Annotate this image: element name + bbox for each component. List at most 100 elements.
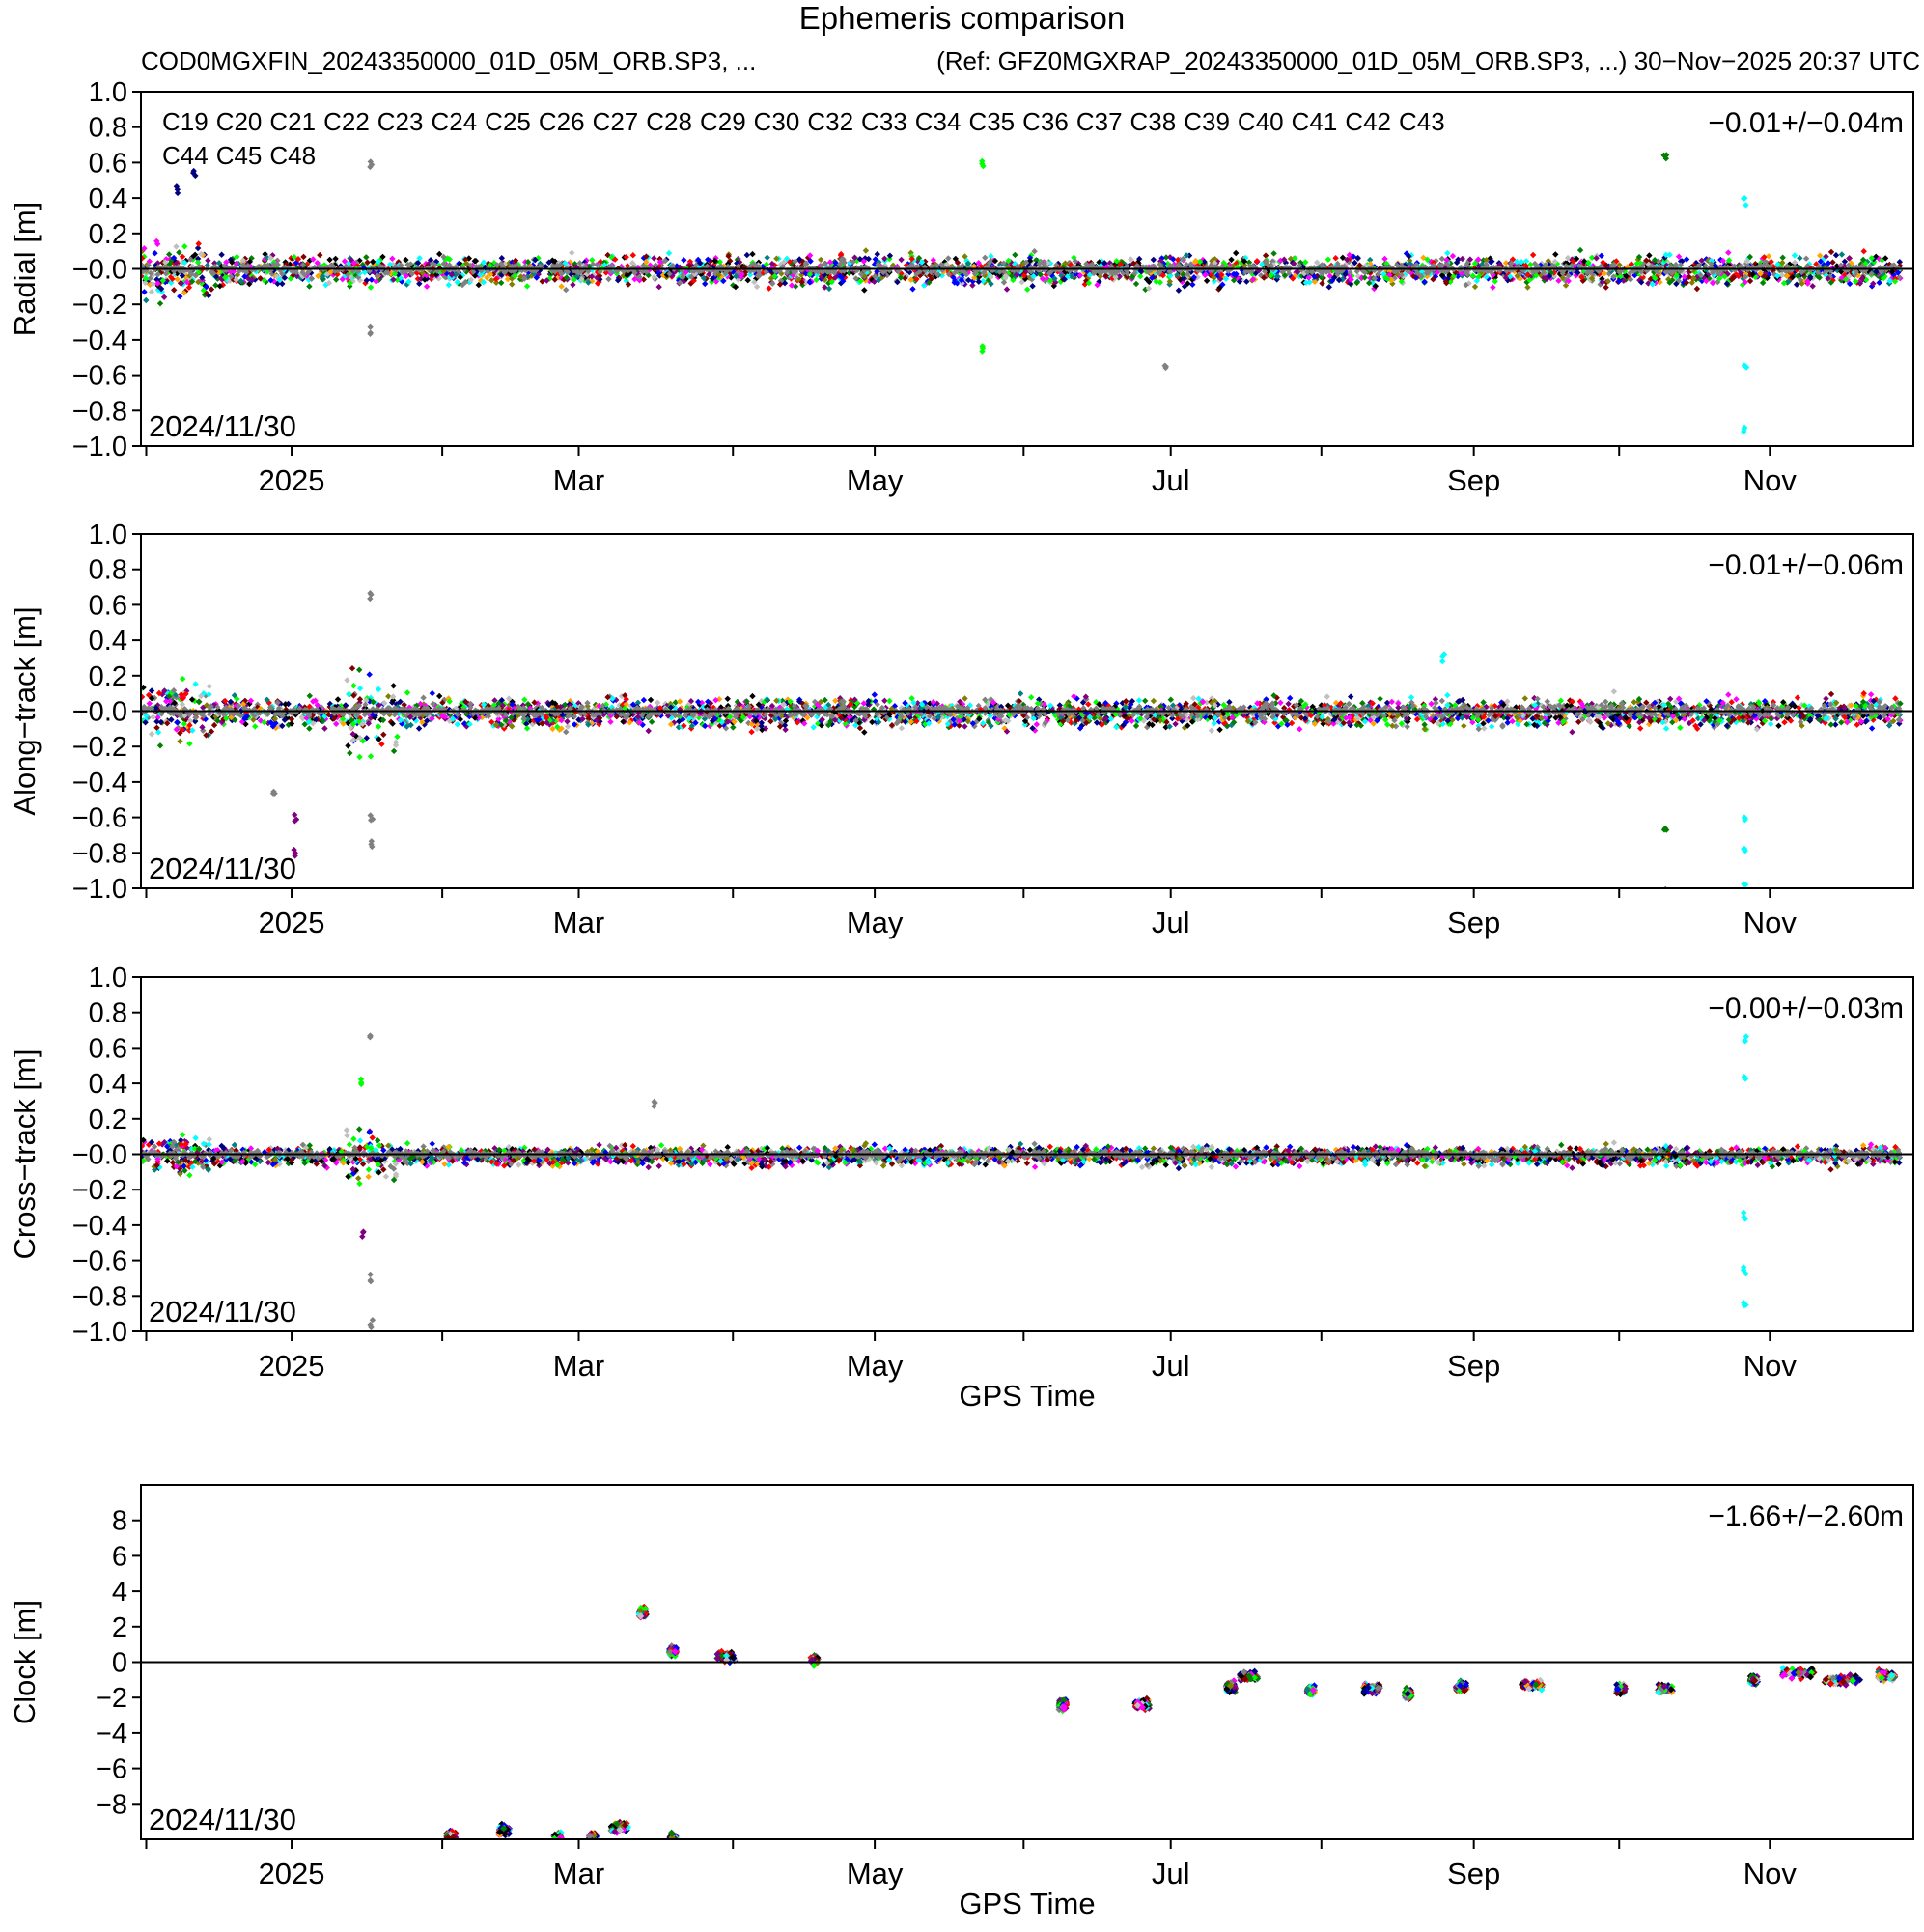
data-point	[1738, 269, 1744, 276]
data-point	[490, 722, 497, 729]
data-point	[332, 255, 339, 263]
data-point	[1564, 254, 1572, 262]
data-point	[1068, 262, 1074, 268]
data-point	[1407, 257, 1413, 264]
data-point	[1837, 262, 1844, 268]
data-point	[1859, 256, 1867, 264]
data-point	[612, 256, 619, 263]
data-point	[826, 259, 834, 266]
data-point	[818, 256, 824, 264]
data-point	[1166, 254, 1174, 261]
data-point	[1473, 277, 1480, 284]
data-point	[1817, 252, 1824, 259]
data-point	[792, 258, 798, 265]
data-point	[1454, 272, 1462, 280]
data-point	[229, 259, 236, 266]
x-tick-label: Mar	[553, 463, 604, 497]
data-point	[991, 257, 999, 265]
data-point	[1759, 279, 1767, 287]
data-point	[1784, 272, 1791, 279]
data-point	[1502, 260, 1510, 266]
data-point	[996, 268, 1003, 275]
x-tick-label: Sep	[1447, 463, 1500, 497]
data-point	[1565, 272, 1572, 279]
data-point	[1319, 270, 1325, 277]
data-point	[1778, 271, 1786, 279]
data-point	[1627, 276, 1634, 283]
data-point	[1406, 253, 1412, 260]
data-point	[1693, 285, 1701, 293]
data-point	[154, 271, 161, 278]
data-point	[1218, 271, 1225, 278]
data-point	[1498, 263, 1505, 269]
data-point	[1019, 261, 1027, 267]
data-point	[1789, 273, 1796, 281]
data-point	[1311, 278, 1319, 285]
data-point	[1697, 721, 1704, 728]
data-point	[1870, 716, 1877, 723]
data-point	[971, 270, 978, 277]
data-point	[1031, 248, 1038, 255]
data-point	[1302, 279, 1310, 286]
data-point	[1829, 259, 1836, 266]
data-point	[390, 276, 397, 283]
data-point	[555, 274, 563, 281]
data-point	[216, 283, 224, 290]
data-point	[996, 272, 1003, 279]
data-point	[375, 723, 382, 730]
data-point	[1062, 260, 1069, 266]
data-point	[921, 282, 928, 289]
data-point	[218, 251, 225, 258]
data-point	[544, 277, 550, 284]
data-point	[1708, 261, 1715, 267]
data-point	[523, 283, 531, 290]
data-point	[1873, 268, 1880, 275]
data-point	[730, 282, 737, 289]
data-point	[558, 283, 565, 290]
data-point	[1353, 268, 1360, 275]
data-point	[752, 262, 759, 268]
data-point	[594, 274, 600, 281]
data-point	[1113, 258, 1120, 265]
data-point	[501, 261, 508, 267]
data-point	[716, 259, 723, 266]
data-point	[954, 714, 961, 722]
data-point	[965, 276, 972, 284]
data-point	[954, 268, 961, 275]
data-point	[709, 278, 715, 286]
data-point	[1552, 251, 1559, 258]
data-point	[751, 278, 758, 286]
data-point	[341, 258, 349, 265]
data-point	[1775, 722, 1782, 729]
data-point	[1281, 256, 1288, 263]
data-point	[1646, 721, 1653, 728]
data-point	[1002, 272, 1010, 280]
data-point	[1697, 271, 1704, 278]
data-point	[1297, 714, 1305, 721]
data-point	[1133, 263, 1140, 269]
data-point	[1548, 269, 1555, 276]
data-point	[1774, 261, 1781, 267]
data-point	[1202, 271, 1209, 279]
data-point	[878, 274, 885, 281]
data-point	[661, 257, 669, 265]
data-point	[1162, 254, 1170, 261]
data-point	[1725, 249, 1732, 256]
data-point	[1180, 271, 1186, 278]
data-point	[1868, 255, 1875, 262]
data-point	[934, 271, 941, 278]
data-point	[562, 260, 569, 266]
data-point	[1740, 275, 1746, 282]
data-point	[1092, 268, 1099, 275]
data-point	[416, 255, 423, 262]
data-point	[1765, 253, 1772, 260]
data-point	[1003, 286, 1011, 293]
data-point	[287, 275, 294, 282]
data-point	[274, 262, 281, 267]
data-point	[1858, 275, 1866, 282]
data-point	[361, 268, 368, 276]
data-point	[1342, 261, 1350, 268]
x-tick-label: May	[847, 463, 904, 497]
data-point	[379, 253, 386, 261]
data-point	[600, 712, 607, 718]
